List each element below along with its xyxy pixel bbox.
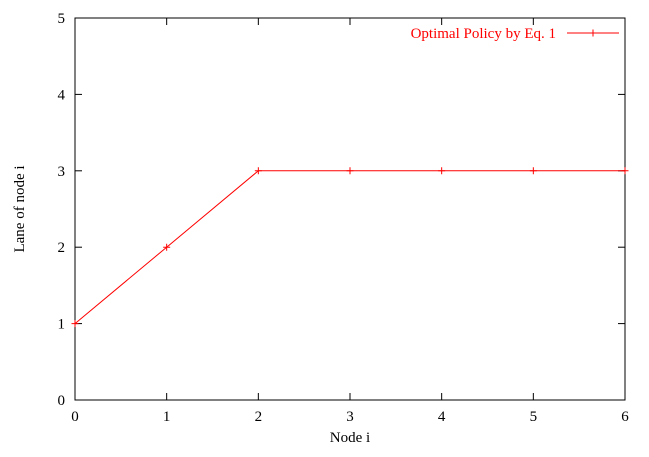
x-tick-label-5: 5 bbox=[530, 409, 538, 425]
x-axis-label: Node i bbox=[330, 430, 370, 446]
x-tick-label-4: 4 bbox=[438, 409, 446, 425]
data-point bbox=[621, 167, 629, 175]
legend-label: Optimal Policy by Eq. 1 bbox=[411, 26, 556, 42]
plot-area bbox=[74, 17, 626, 401]
x-tick-label-1: 1 bbox=[163, 409, 171, 425]
legend: Optimal Policy by Eq. 1 bbox=[411, 26, 619, 42]
data-point bbox=[438, 167, 446, 175]
x-tick-label-6: 6 bbox=[621, 409, 629, 425]
series-line-0 bbox=[74, 170, 625, 324]
data-point bbox=[254, 167, 262, 175]
y-axis-label: Lane of node i bbox=[12, 165, 28, 252]
axis-ticks bbox=[74, 17, 626, 401]
x-tick-labels: 0 1 2 3 4 5 6 bbox=[71, 409, 629, 425]
x-tick-label-0: 0 bbox=[71, 409, 79, 425]
y-tick-label-4: 4 bbox=[58, 87, 66, 103]
y-tick-label-3: 3 bbox=[58, 164, 66, 180]
y-tick-label-2: 2 bbox=[58, 240, 66, 256]
y-tick-labels: 0 1 2 3 4 5 bbox=[58, 11, 66, 409]
data-point bbox=[529, 167, 537, 175]
series-layer bbox=[71, 167, 629, 328]
data-point bbox=[71, 320, 79, 328]
y-tick-label-1: 1 bbox=[58, 317, 66, 333]
data-point bbox=[346, 167, 354, 175]
x-tick-label-3: 3 bbox=[346, 409, 354, 425]
y-tick-label-5: 5 bbox=[58, 11, 66, 27]
y-tick-label-0: 0 bbox=[58, 393, 66, 409]
data-point bbox=[163, 243, 171, 251]
legend-marker bbox=[589, 29, 597, 37]
x-tick-label-2: 2 bbox=[255, 409, 263, 425]
